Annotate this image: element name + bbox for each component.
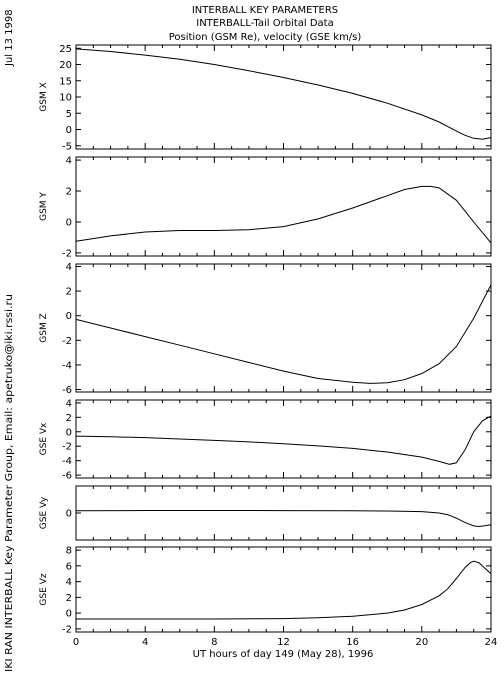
y-tick-label: 0 [66, 427, 72, 438]
y-tick-label: -6 [62, 471, 72, 482]
y-tick-label: 0 [66, 509, 72, 520]
x-tick-label: 12 [277, 637, 290, 648]
y-tick-label: 0 [66, 311, 72, 322]
panel-frame [75, 485, 492, 541]
x-tick-label: 24 [485, 637, 498, 648]
y-axis-label: GSE Vz [39, 573, 49, 605]
panel-6: 8 6 4 2 0 -2 GSE Vz [39, 546, 492, 635]
panel-4: 4 2 0 -2 -4 -6 GSE Vx [39, 398, 492, 482]
panel-frame [75, 263, 492, 393]
y-axis-label: GSE Vx [39, 422, 49, 455]
y-tick-label: 2 [66, 593, 72, 604]
y-tick-label: 2 [66, 413, 72, 424]
y-tick-label: 0 [66, 125, 72, 136]
y-tick-label: -2 [62, 442, 72, 453]
y-axis-label: GSM Y [39, 192, 49, 221]
x-tick-label: 8 [211, 637, 217, 648]
series-line [75, 510, 492, 528]
panel-3: 4 2 0 -2 -4 -6 GSM Z [39, 262, 492, 396]
y-tick-label: -4 [62, 456, 72, 467]
x-tick-label: 16 [346, 637, 359, 648]
panel-5: 0 GSE Vy [39, 485, 492, 541]
y-tick-label: 25 [59, 44, 72, 55]
y-tick-label: -2 [62, 624, 72, 635]
series-line [75, 48, 492, 140]
header-line-3: Position (GSM Re), velocity (GSE km/s) [169, 32, 362, 43]
panel-frame [75, 399, 492, 479]
series-line [75, 185, 492, 244]
y-tick-label: 2 [66, 287, 72, 298]
y-axis-label: GSM Z [39, 313, 49, 342]
y-tick-label: -2 [62, 336, 72, 347]
y-tick-label: 10 [59, 93, 72, 104]
panel-2: 4 2 0 -2 GSM Y [39, 156, 492, 259]
y-tick-label: 4 [66, 156, 72, 167]
header-line-1: INTERBALL KEY PARAMETERS [192, 5, 338, 16]
panel-frame [75, 156, 492, 257]
series-line [75, 415, 492, 465]
x-tick-label: 20 [415, 637, 428, 648]
y-axis-label: GSE Vy [39, 496, 49, 529]
y-tick-label: 2 [66, 187, 72, 198]
x-axis-label: UT hours of day 149 (May 28), 1996 [193, 649, 374, 660]
y-tick-label: -5 [62, 141, 72, 152]
y-tick-label: 5 [66, 109, 72, 120]
y-tick-label: 20 [59, 60, 72, 71]
header-line-2: INTERBALL-Tail Orbital Data [196, 18, 333, 29]
series-line [75, 284, 492, 384]
x-tick-label: 4 [142, 637, 148, 648]
y-tick-label: 4 [66, 398, 72, 409]
date-stamp: Jul 13 1998 [4, 9, 15, 67]
credit-line: IKI RAN INTERBALL Key Parameter Group, E… [4, 294, 15, 672]
y-tick-label: 4 [66, 577, 72, 588]
series-line [76, 560, 492, 620]
y-tick-label: -6 [62, 385, 72, 396]
y-tick-label: 15 [59, 76, 72, 87]
y-tick-label: 8 [66, 546, 72, 557]
y-tick-label: 6 [66, 561, 72, 572]
y-axis-label: GSM X [39, 82, 49, 111]
y-tick-label: -4 [62, 360, 72, 371]
y-tick-label: 4 [66, 262, 72, 273]
panel-1: 25 20 15 10 5 0 -5 GSM X [39, 44, 492, 152]
y-tick-label: 0 [66, 217, 72, 228]
x-tick-label: 0 [73, 637, 79, 648]
y-tick-label: 0 [66, 609, 72, 620]
panel-frame [75, 44, 492, 150]
y-tick-label: -2 [62, 248, 72, 259]
